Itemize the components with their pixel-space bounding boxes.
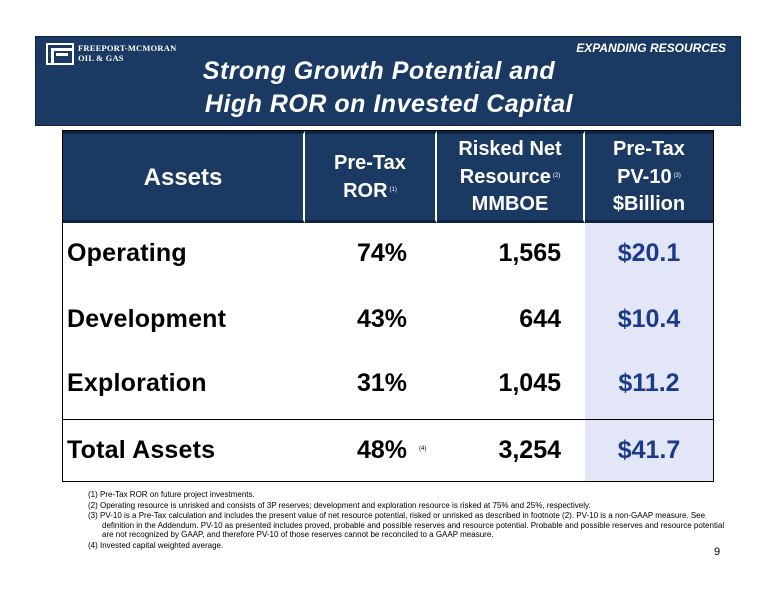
col-header-pv-line1: Pre-Tax (613, 138, 685, 160)
title-line-1: Strong Growth Potential and (202, 57, 556, 85)
footnote-2: (2) Operating resource is unrisked and c… (88, 500, 591, 510)
row-pv10: $10.4 (617, 305, 681, 333)
fm-logo-icon (46, 43, 74, 65)
row-ror: 31% (356, 369, 407, 397)
col-header-assets-label: Assets (143, 163, 223, 191)
row-ror: 43% (356, 305, 407, 333)
col-header-res-line1: Risked Net (458, 138, 562, 160)
row-name: Operating (67, 239, 187, 267)
title-line-2: High ROR on Invested Capital (204, 90, 574, 118)
col-header-ror: Pre-Tax ROR (1) (305, 131, 437, 223)
logo-line-1: FREEPORT-MCMORAN (78, 43, 177, 53)
pv-column-highlight (585, 223, 713, 481)
col-header-resource: Risked Net Resource (2) MMBOE (437, 131, 585, 223)
table-row-total: Total Assets 48% (4) 3,254 $41.7 (63, 436, 713, 476)
col-header-res-line2: Resource (459, 166, 551, 188)
table-header-row: Assets Pre-Tax ROR (1) Risked Net Resourc… (63, 131, 713, 223)
total-divider (63, 419, 713, 420)
footnote-ref-4: (4) (419, 446, 427, 452)
col-header-pv-line3: $Billion (612, 193, 686, 215)
page-number: 9 (714, 546, 721, 558)
footnotes: (1) Pre-Tax ROR on future project invest… (88, 490, 728, 551)
footnote-3: (3) PV-10 is a Pre-Tax calculation and i… (88, 511, 725, 539)
row-resource: 644 (519, 305, 561, 333)
col-header-ror-line1: Pre-Tax (334, 151, 406, 174)
col-header-pv10: Pre-Tax PV-10 (3) $Billion (585, 131, 713, 223)
row-pv10: $41.7 (617, 436, 681, 464)
row-resource: 1,045 (498, 369, 561, 397)
table-row-exploration: Exploration 31% 1,045 $11.2 (63, 369, 713, 409)
row-pv10: $20.1 (617, 239, 681, 267)
footnote-ref-2: (2) (552, 173, 561, 179)
row-ror: 74% (356, 239, 407, 267)
footnote-ref-1: (1) (389, 186, 397, 193)
col-header-res-line3: MMBOE (471, 193, 549, 215)
assets-table: Assets Pre-Tax ROR (1) Risked Net Resourc… (62, 130, 714, 482)
row-resource: 3,254 (498, 436, 561, 464)
row-name: Development (67, 305, 227, 333)
logo-line-2: OIL & GAS (78, 53, 124, 63)
slide-title: Strong Growth Potential and High ROR on … (36, 55, 742, 121)
footnote-1: (1) Pre-Tax ROR on future project invest… (88, 490, 255, 499)
title-banner: FREEPORT-MCMORAN OIL & GAS EXPANDING RES… (35, 36, 741, 126)
footnote-ref-3: (3) (673, 173, 681, 179)
row-pv10: $11.2 (618, 369, 680, 397)
col-header-ror-line2: ROR (343, 179, 388, 202)
col-header-pv-line2: PV-10 (617, 166, 672, 188)
row-name: Exploration (67, 369, 207, 397)
col-header-assets: Assets (63, 131, 305, 223)
section-tag: EXPANDING RESOURCES (576, 41, 726, 55)
row-name: Total Assets (67, 436, 216, 464)
table-row-operating: Operating 74% 1,565 $20.1 (63, 239, 713, 279)
row-ror: 48% (356, 436, 407, 464)
logo-text: FREEPORT-MCMORAN OIL & GAS (78, 43, 176, 63)
table-row-development: Development 43% 644 $10.4 (63, 305, 713, 345)
footnote-4: (4) Invested capital weighted average. (88, 540, 224, 550)
row-resource: 1,565 (498, 239, 561, 267)
company-logo: FREEPORT-MCMORAN OIL & GAS (46, 43, 176, 65)
